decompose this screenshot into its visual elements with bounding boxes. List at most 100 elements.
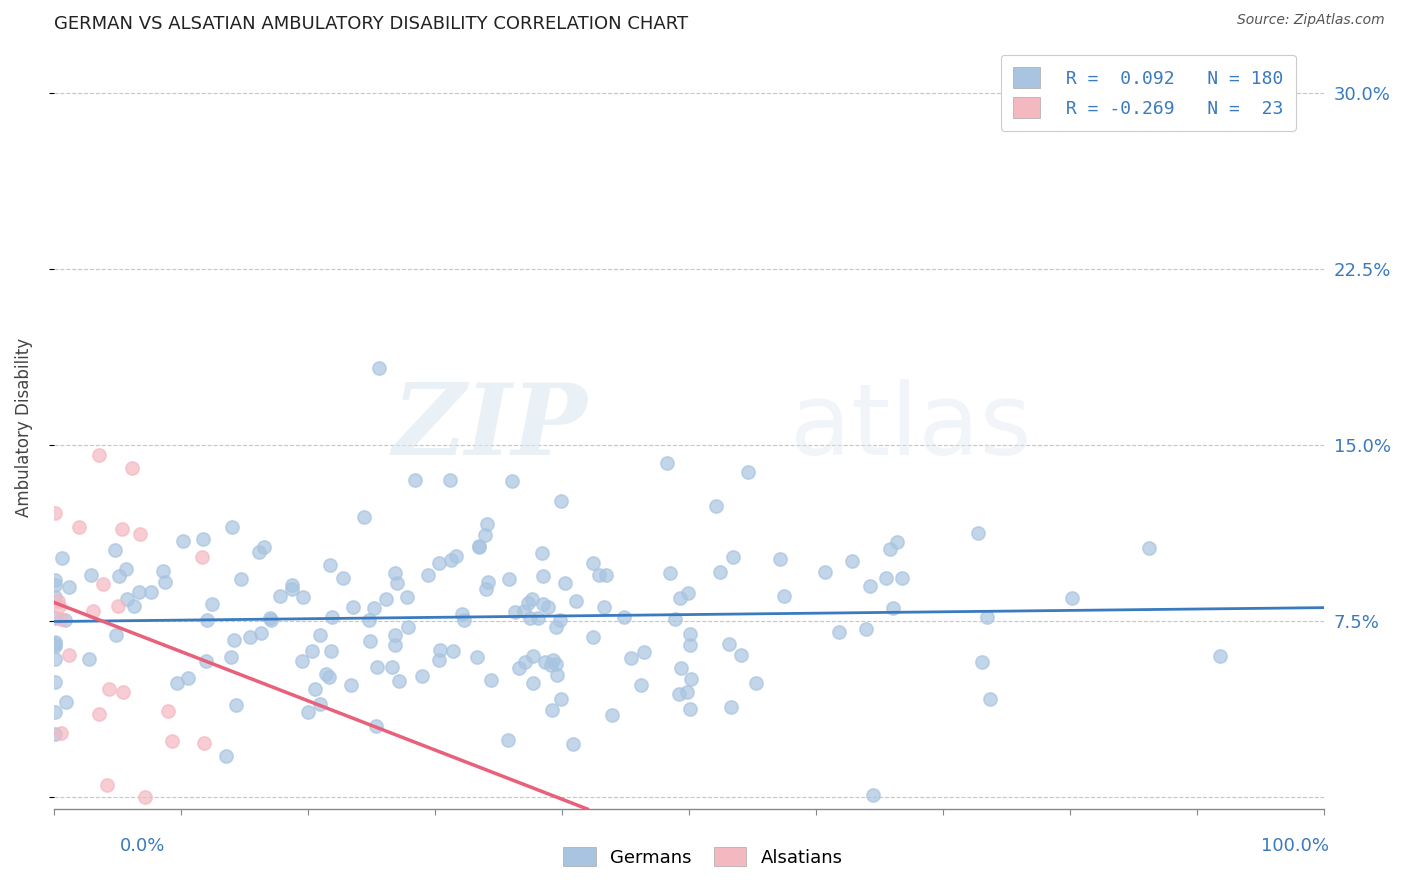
Point [546, 657, 568, 671]
Text: GERMAN VS ALSATIAN AMBULATORY DISABILITY CORRELATION CHART: GERMAN VS ALSATIAN AMBULATORY DISABILITY… [53, 15, 688, 33]
Point [104, 543, 127, 558]
Point [533, 655, 555, 669]
Point [600, 707, 623, 722]
Point [193, 736, 215, 750]
Point [58, 580, 80, 594]
Text: atlas: atlas [790, 379, 1032, 475]
Point [89, 448, 111, 462]
Point [581, 556, 603, 570]
Point [253, 540, 276, 554]
Point [309, 697, 332, 711]
Point [193, 532, 215, 546]
Point [332, 571, 354, 585]
Point [384, 566, 406, 581]
Point [681, 673, 703, 687]
Legend: Germans, Alsatians: Germans, Alsatians [557, 840, 849, 874]
Point [976, 610, 998, 624]
Point [477, 516, 499, 531]
Point [221, 520, 243, 534]
Point [46, 594, 69, 608]
Point [450, 607, 472, 622]
Point [304, 681, 326, 696]
Point [44, 506, 66, 520]
Point [862, 788, 884, 802]
Point [48, 599, 70, 614]
Point [416, 567, 439, 582]
Point [388, 673, 411, 688]
Point [396, 620, 419, 634]
Point [841, 554, 863, 568]
Point [44, 635, 66, 649]
Point [522, 676, 544, 690]
Point [709, 565, 731, 579]
Point [630, 678, 652, 692]
Point [384, 639, 406, 653]
Point [225, 698, 247, 712]
Point [664, 612, 686, 626]
Point [53, 613, 76, 627]
Point [281, 578, 304, 592]
Point [44, 675, 66, 690]
Point [679, 639, 702, 653]
Point [562, 737, 585, 751]
Point [44, 573, 66, 587]
Point [260, 613, 283, 627]
Point [224, 633, 246, 648]
Point [479, 673, 502, 687]
Point [859, 579, 882, 593]
Point [468, 540, 491, 554]
Point [411, 669, 433, 683]
Point [215, 749, 238, 764]
Point [80, 568, 103, 582]
Point [385, 576, 408, 591]
Point [44, 591, 66, 605]
Point [595, 567, 617, 582]
Point [879, 542, 901, 557]
Point [117, 591, 139, 606]
Point [115, 562, 138, 576]
Point [105, 628, 128, 642]
Point [446, 549, 468, 564]
Point [508, 661, 530, 675]
Point [353, 510, 375, 524]
Point [381, 660, 404, 674]
Point [970, 655, 993, 669]
Text: Source: ZipAtlas.com: Source: ZipAtlas.com [1237, 13, 1385, 28]
Point [122, 599, 145, 613]
Point [671, 661, 693, 675]
Point [828, 625, 851, 640]
Point [384, 628, 406, 642]
Point [554, 575, 576, 590]
Point [404, 473, 426, 487]
Point [439, 553, 461, 567]
Point [544, 620, 567, 634]
Point [582, 630, 605, 644]
Point [173, 534, 195, 549]
Point [541, 703, 564, 717]
Point [49, 726, 72, 740]
Point [592, 600, 614, 615]
Point [195, 614, 218, 628]
Point [152, 564, 174, 578]
Point [166, 675, 188, 690]
Point [134, 790, 156, 805]
Point [1062, 591, 1084, 605]
Point [737, 465, 759, 479]
Point [195, 654, 218, 668]
Point [768, 551, 790, 566]
Point [564, 594, 586, 608]
Point [531, 597, 554, 611]
Point [882, 601, 904, 615]
Point [269, 589, 291, 603]
Point [979, 692, 1001, 706]
Point [107, 599, 129, 614]
Point [886, 534, 908, 549]
Point [513, 604, 536, 618]
Point [516, 596, 538, 610]
Text: ZIP: ZIP [392, 379, 588, 475]
Point [44, 578, 66, 592]
Text: 100.0%: 100.0% [1261, 837, 1329, 855]
Point [744, 676, 766, 690]
Point [315, 666, 337, 681]
Point [668, 687, 690, 701]
